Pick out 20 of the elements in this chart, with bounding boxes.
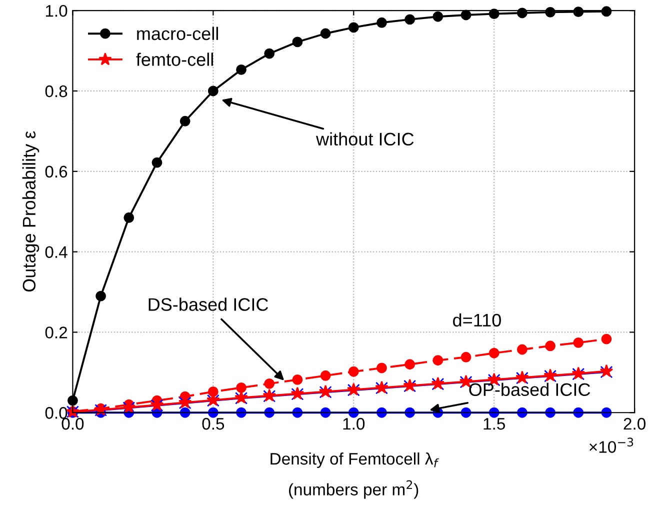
legend-label: macro-cell [137,26,218,40]
x-tick-label: 1.0 [343,418,365,430]
y-tick-label: 0.4 [45,246,68,258]
y-tick-label: 0.2 [45,326,68,338]
y-tick-label: 0.0 [45,407,68,419]
x-tick-label: 2.0 [624,418,646,430]
annotation: without ICIC [316,132,414,146]
text: ×10$^{−3}$ [590,438,634,453]
annotation: DS-based ICIC [148,298,268,311]
y-tick-label: 1.0 [46,4,68,17]
text: Density of Femtocell λ$_{f}$ (numbers per m$^{2}$) [270,452,439,499]
annotation: d=110 [453,313,501,327]
x-tick-label: 0.0 [62,418,84,430]
y-axis-title: Outage Probability ε [22,131,40,292]
x-tick-label: 0.5 [202,418,224,430]
y-tick-label: 0.6 [45,166,68,178]
x-tick-label: 1.5 [484,418,505,430]
y-tick-label: 0.8 [45,85,68,98]
annotation: OP-based ICIC [469,382,590,396]
legend-label: femto-cell [136,52,213,66]
